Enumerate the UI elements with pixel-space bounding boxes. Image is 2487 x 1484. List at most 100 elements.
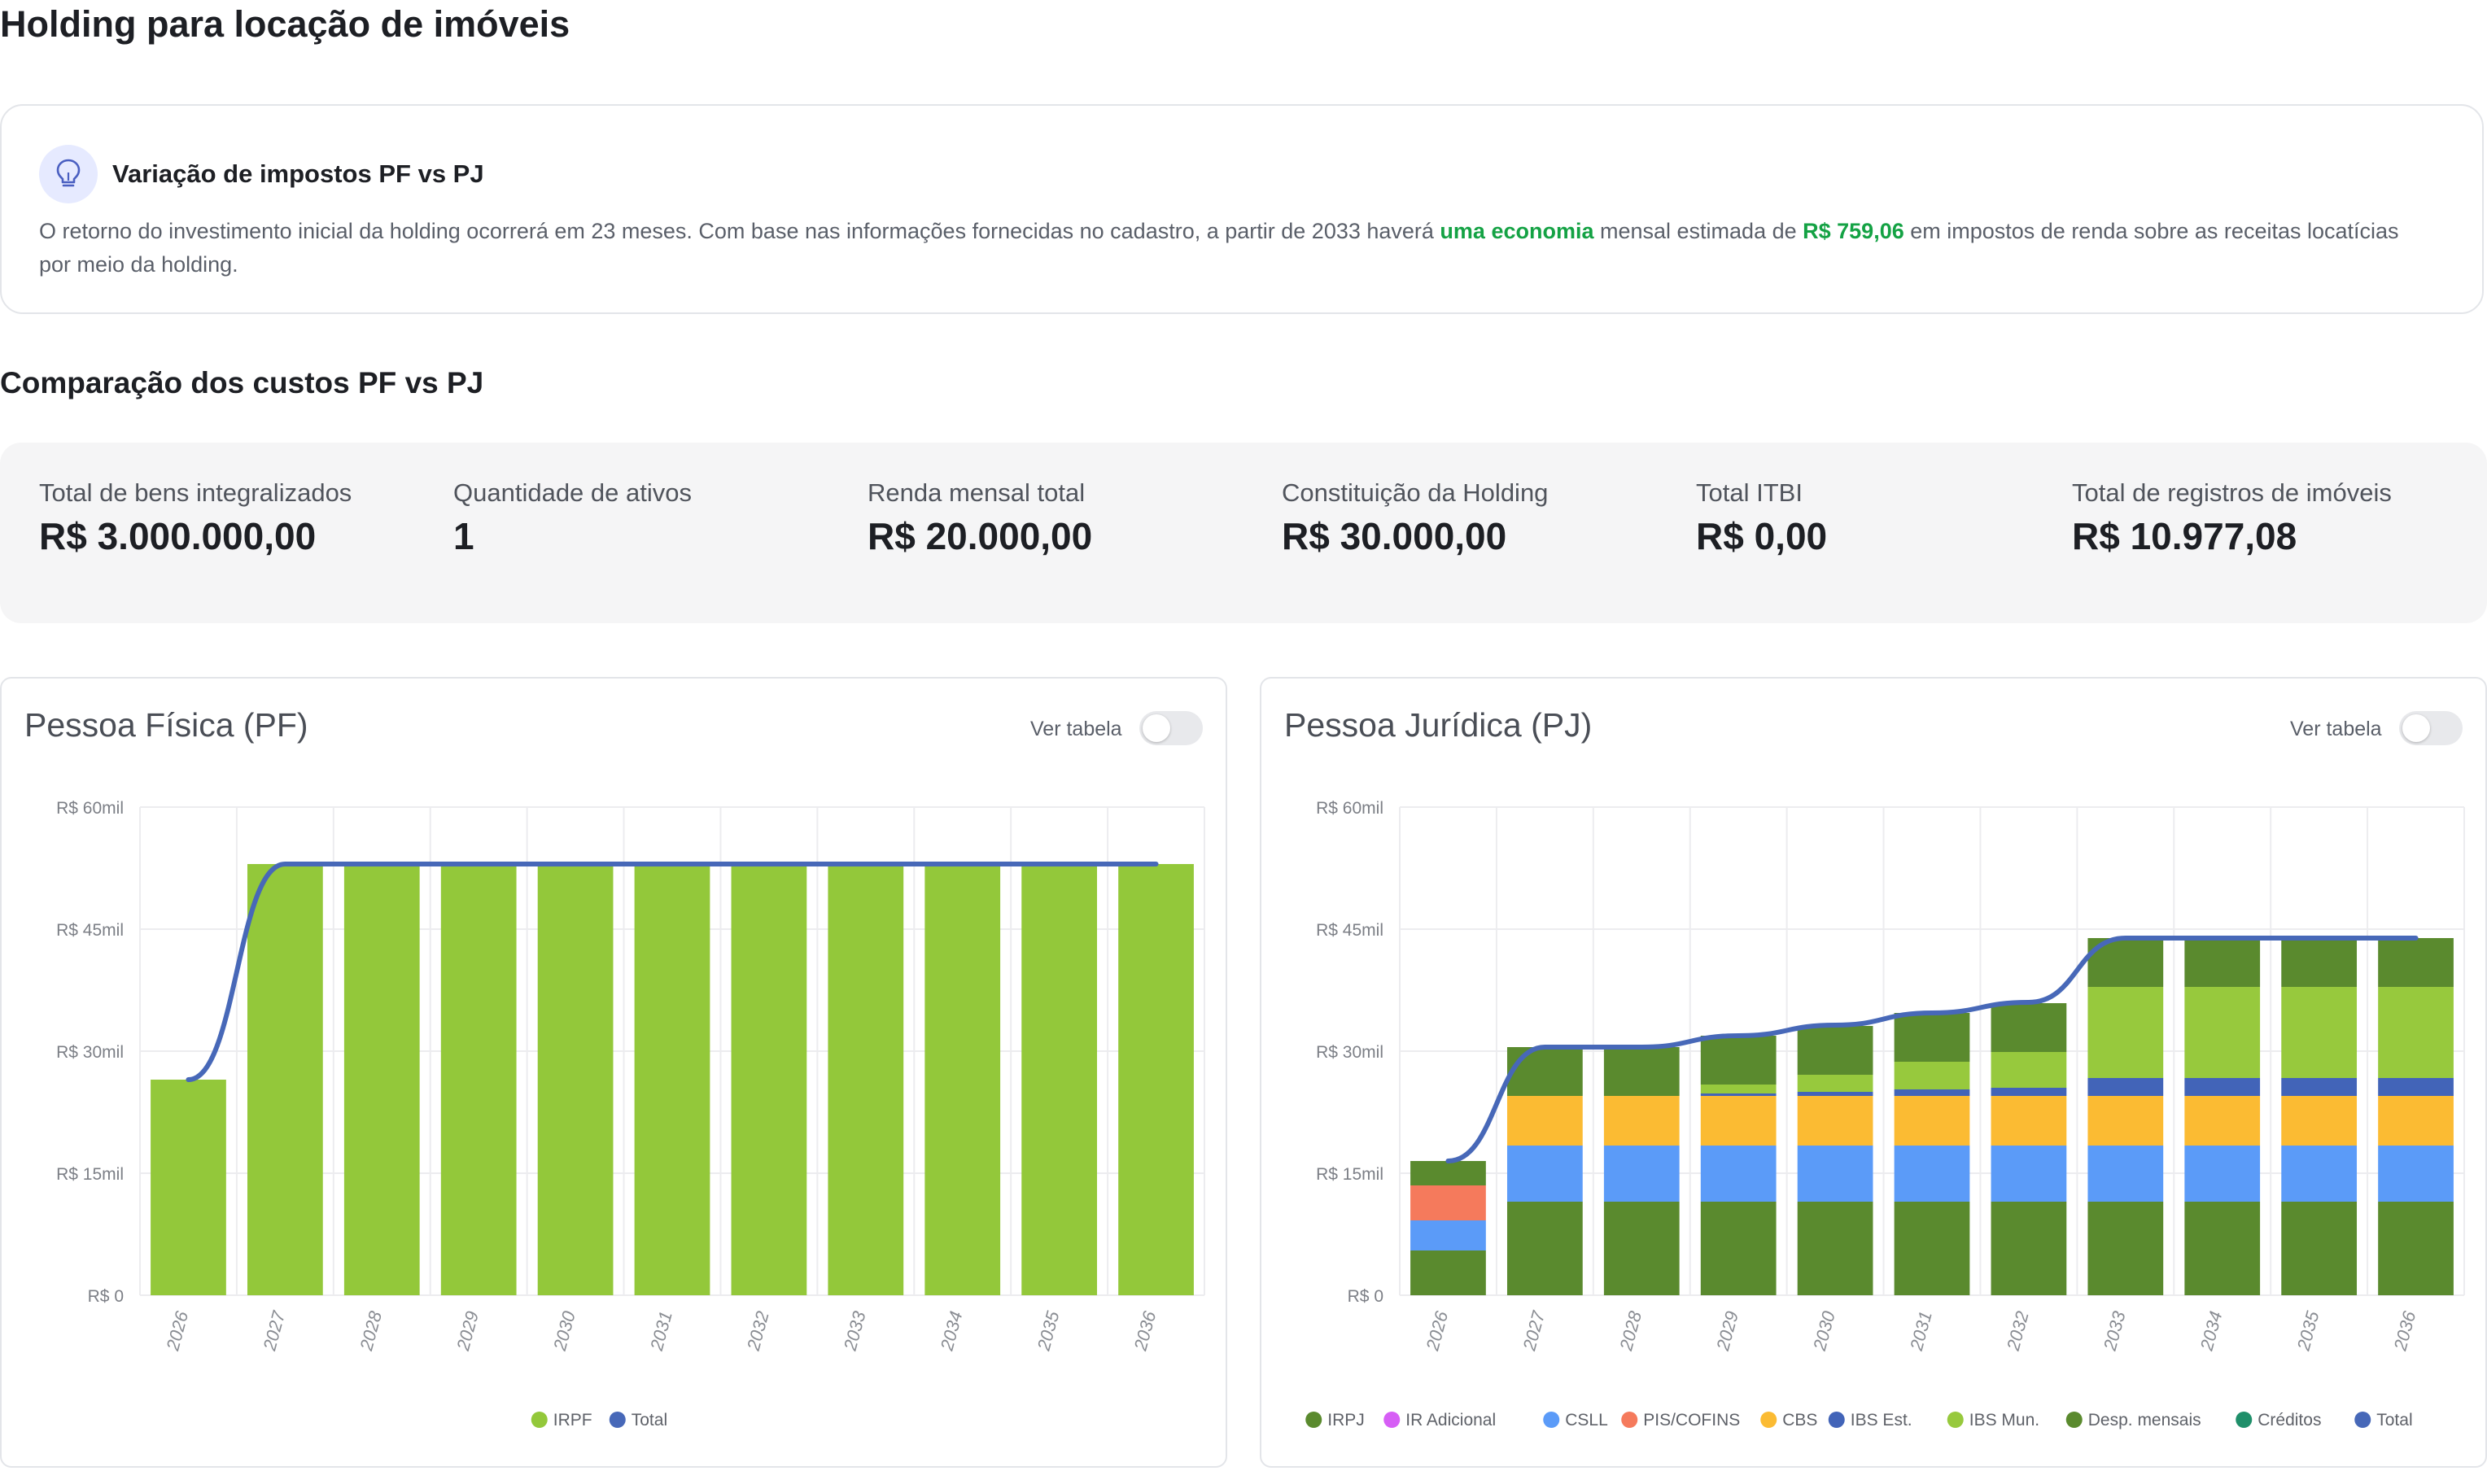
ver-tabela-toggle[interactable] bbox=[2399, 711, 2463, 745]
bar-irpj bbox=[1603, 1202, 1680, 1295]
bar-csll bbox=[1603, 1146, 1680, 1202]
bar-irpj bbox=[2281, 1202, 2358, 1295]
x-tick-label: 2026 bbox=[1422, 1308, 1452, 1353]
legend-label: IRPF bbox=[553, 1411, 592, 1429]
pf-chart-card: Pessoa Física (PF) Ver tabela R$ 0 R$ 15m… bbox=[0, 677, 1227, 1468]
stat-value: R$ 20.000,00 bbox=[868, 515, 1093, 557]
x-tick-label: 2032 bbox=[743, 1309, 773, 1354]
legend-marker bbox=[1543, 1412, 1560, 1428]
stat-label: Total de bens integralizados bbox=[39, 478, 352, 507]
x-tick-label: 2036 bbox=[1130, 1308, 1160, 1353]
ver-tabela-toggle[interactable] bbox=[1139, 711, 1203, 745]
series-line-total bbox=[1445, 936, 2419, 1163]
stat-label: Total ITBI bbox=[1696, 478, 1803, 507]
bar-ibs-mun bbox=[2281, 987, 2358, 1078]
savings-amount: R$ 759,06 bbox=[1803, 219, 1904, 243]
legend-label: Desp. mensais bbox=[2088, 1411, 2201, 1429]
bar-desp-mensais bbox=[1410, 1161, 1486, 1185]
legend-marker bbox=[1621, 1412, 1638, 1428]
bar-csll bbox=[2184, 1146, 2261, 1202]
info-title: Variação de impostos PF vs PJ bbox=[112, 159, 484, 188]
x-tick-label: 2035 bbox=[2292, 1308, 2323, 1353]
legend-marker bbox=[2354, 1412, 2371, 1428]
bar-ibs-est bbox=[2184, 1078, 2261, 1096]
chart-title: Pessoa Física (PF) bbox=[24, 706, 308, 744]
bar-desp-mensais bbox=[1797, 1026, 1873, 1075]
bar-csll bbox=[1506, 1146, 1583, 1202]
bar-irpf bbox=[151, 1080, 226, 1295]
legend-label: CSLL bbox=[1565, 1411, 1608, 1429]
legend-label: Total bbox=[632, 1411, 667, 1429]
bar-desp-mensais bbox=[1991, 1003, 2067, 1052]
x-tick-label: 2034 bbox=[936, 1309, 966, 1354]
x-tick-label: 2033 bbox=[2100, 1308, 2130, 1353]
x-tick-label: 2030 bbox=[1809, 1308, 1839, 1353]
toggle-label: Ver tabela bbox=[2290, 718, 2382, 740]
bar-cbs bbox=[1603, 1096, 1680, 1146]
bar-cbs bbox=[2087, 1096, 2164, 1146]
pj-chart: R$ 0 R$ 15mil R$ 30mil R$ 45mil R$ 60mil 2026… bbox=[1305, 799, 2465, 1429]
bar-cbs bbox=[1797, 1096, 1873, 1146]
stat-registros-imoveis: Total de registros de imóveis R$ 10.977,… bbox=[2072, 478, 2392, 558]
y-tick-label: R$ 0 bbox=[1348, 1287, 1383, 1306]
legend-marker bbox=[1383, 1412, 1401, 1428]
bar-csll bbox=[1991, 1146, 2067, 1202]
toggle-knob bbox=[1143, 714, 1170, 742]
info-text: O retorno do investimento inicial da hol… bbox=[39, 215, 2424, 282]
page-title: Holding para locação de imóveis bbox=[0, 3, 570, 45]
bar-irpj bbox=[1506, 1202, 1583, 1295]
legend-label: Total bbox=[2376, 1411, 2412, 1429]
legend-marker bbox=[609, 1412, 626, 1428]
bar-ibs-mun bbox=[2378, 987, 2454, 1078]
bar-irpj bbox=[2087, 1202, 2164, 1295]
toggle-knob bbox=[2402, 714, 2430, 742]
bar-irpf bbox=[247, 864, 323, 1295]
legend-marker bbox=[2065, 1412, 2083, 1428]
legend-marker bbox=[1760, 1412, 1777, 1428]
bar-irpj bbox=[1797, 1202, 1873, 1295]
y-tick-label: R$ 45mil bbox=[1316, 921, 1383, 940]
x-tick-label: 2032 bbox=[2003, 1309, 2033, 1354]
pf-chart: R$ 0 R$ 15mil R$ 30mil R$ 45mil R$ 60mil 2026… bbox=[56, 799, 1205, 1429]
bar-ibs-mun bbox=[1894, 1062, 1970, 1089]
legend-marker bbox=[1305, 1412, 1322, 1428]
bar-ibs-est bbox=[2378, 1078, 2454, 1096]
bar-desp-mensais bbox=[1700, 1036, 1777, 1085]
bar-irpf bbox=[440, 864, 517, 1295]
bar-ibs-mun bbox=[1797, 1075, 1873, 1092]
x-tick-label: 2028 bbox=[356, 1308, 386, 1353]
section-title: Comparação dos custos PF vs PJ bbox=[0, 366, 484, 399]
bar-cbs bbox=[1700, 1096, 1777, 1146]
y-tick-label: R$ 15mil bbox=[56, 1165, 124, 1184]
bar-ibs-est bbox=[1894, 1089, 1970, 1096]
bar-desp-mensais bbox=[2184, 938, 2261, 987]
x-tick-label: 2029 bbox=[452, 1309, 483, 1354]
bar-csll bbox=[1700, 1146, 1777, 1202]
bar-ibs-est bbox=[1797, 1092, 1873, 1096]
x-tick-label: 2027 bbox=[259, 1308, 289, 1353]
bar-desp-mensais bbox=[1603, 1047, 1680, 1096]
y-tick-label: R$ 60mil bbox=[56, 799, 124, 818]
summary-stats: Total de bens integralizados R$ 3.000.00… bbox=[0, 443, 2487, 623]
legend-label: Créditos bbox=[2258, 1411, 2321, 1429]
bar-ibs-mun bbox=[2087, 987, 2164, 1078]
savings-highlight: uma economia bbox=[1440, 219, 1594, 243]
info-text-part: O retorno do investimento inicial da hol… bbox=[39, 219, 1440, 243]
legend-label: IBS Est. bbox=[1851, 1411, 1912, 1429]
stat-label: Quantidade de ativos bbox=[453, 478, 692, 507]
info-text-part: mensal estimada de bbox=[1593, 219, 1803, 243]
x-tick-label: 2029 bbox=[1712, 1309, 1742, 1354]
stat-total-itbi: Total ITBI R$ 0,00 bbox=[1696, 478, 1827, 558]
y-tick-label: R$ 60mil bbox=[1316, 799, 1383, 818]
bar-irpj bbox=[1410, 1250, 1486, 1295]
bar-irpf bbox=[1118, 864, 1194, 1295]
stat-value: R$ 10.977,08 bbox=[2072, 515, 2297, 557]
legend-marker bbox=[1828, 1412, 1845, 1428]
stat-label: Renda mensal total bbox=[868, 478, 1086, 507]
x-tick-label: 2027 bbox=[1519, 1308, 1549, 1353]
bar-cbs bbox=[1991, 1096, 2067, 1146]
bar-ibs-est bbox=[1700, 1093, 1777, 1096]
bar-irpf bbox=[828, 864, 904, 1295]
x-tick-label: 2035 bbox=[1033, 1308, 1063, 1353]
legend-label: CBS bbox=[1782, 1411, 1817, 1429]
